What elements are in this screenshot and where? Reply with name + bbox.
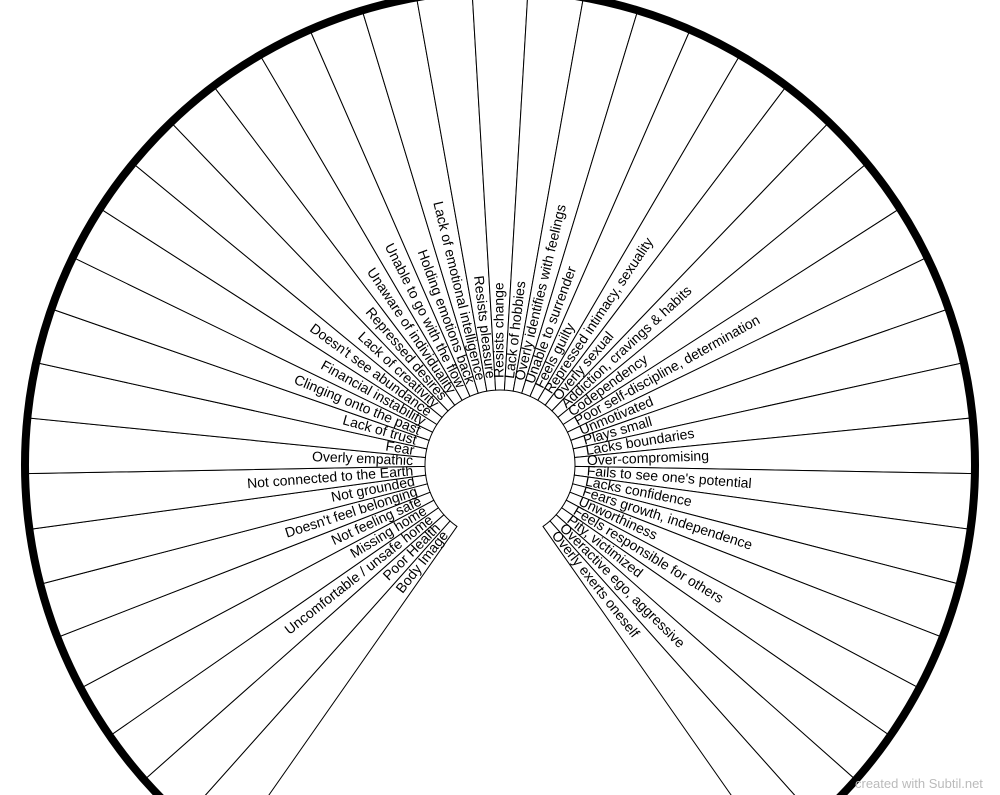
credit-text: created with Subtil.net <box>855 776 983 791</box>
fan-chart: Body ImagePoor HealthUncomfortable / uns… <box>0 0 1000 795</box>
fan-chart-container: Body ImagePoor HealthUncomfortable / uns… <box>0 0 1000 795</box>
